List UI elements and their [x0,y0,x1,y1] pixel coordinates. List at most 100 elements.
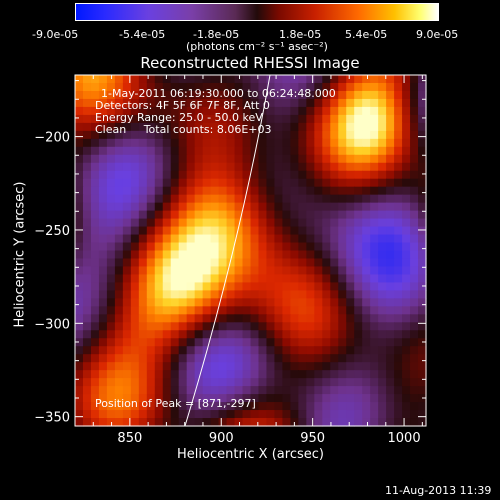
heatmap-cell [146,194,156,204]
heatmap-cell [386,242,395,252]
heatmap-cell [234,154,244,164]
heatmap-cell [298,154,307,164]
heatmap-cell [322,362,331,371]
heatmap-cell [138,194,148,204]
heatmap-cell [338,186,347,196]
heatmap-cell [306,346,315,355]
heatmap-cell [226,234,236,244]
heatmap-cell [394,258,403,268]
heatmap-cell [138,266,148,276]
heatmap-cell [290,114,299,124]
heatmap-cell [162,75,172,84]
heatmap-cell [386,298,395,307]
heatmap-cell [402,210,411,220]
heatmap-cell [266,90,276,100]
heatmap-cell [322,306,331,315]
heatmap-cell [274,170,284,180]
heatmap-cell [394,162,403,172]
heatmap-cell [394,82,403,92]
heatmap-cell [98,266,108,276]
heatmap-cell [194,98,204,108]
heatmap-cell [106,234,116,244]
heatmap-cell [418,282,427,291]
heatmap-cell [138,202,148,212]
heatmap-cell [170,386,180,395]
heatmap-cell [178,226,188,236]
heatmap-cell [106,202,116,212]
heatmap-cell [162,330,172,339]
heatmap-cell [338,354,347,363]
heatmap-cell [226,298,236,307]
heatmap-cell [306,418,315,427]
heatmap-cell [258,186,268,196]
heatmap-cell [98,282,108,291]
heatmap-cell [322,82,331,92]
heatmap-cell [290,186,299,196]
heatmap-cell [258,226,268,236]
heatmap-cell [410,226,419,236]
heatmap-cell [394,418,403,427]
heatmap-cell [298,122,307,132]
heatmap-cell [410,90,419,100]
heatmap-cell [170,75,180,84]
heatmap-cell [194,354,204,363]
heatmap-cell [362,210,371,220]
heatmap-cell [266,346,276,355]
heatmap-cell [274,114,284,124]
heatmap-cell [106,170,116,180]
heatmap-cell [122,202,132,212]
heatmap-cell [402,170,411,180]
heatmap-cell [146,418,156,427]
heatmap-cell [346,418,355,427]
heatmap-cell [242,75,252,84]
heatmap-cell [322,114,331,124]
heatmap-cell [98,250,108,260]
heatmap-cell [170,266,180,276]
heatmap-cell [210,378,220,387]
heatmap-cell [114,98,124,108]
heatmap-cell [386,322,395,331]
heatmap-cell [226,274,236,284]
heatmap-cell [130,106,140,116]
heatmap-cell [346,130,355,140]
heatmap-cell [218,346,228,355]
heatmap-cell [122,178,132,188]
heatmap-cell [370,138,379,148]
colorbar [75,3,439,21]
heatmap-cell [178,290,188,299]
heatmap-cell [210,146,220,156]
heatmap-cell [178,282,188,291]
heatmap-cell [130,298,140,307]
heatmap-cell [194,402,204,411]
heatmap-cell [162,402,172,411]
heatmap-cell [98,218,108,228]
heatmap-cell [210,122,220,132]
heatmap-cell [298,330,307,339]
heatmap-cell [346,306,355,315]
heatmap-cell [130,82,140,92]
heatmap-cell [402,202,411,212]
heatmap-cell [298,274,307,284]
heatmap-cell [402,418,411,427]
heatmap-cell [114,378,124,387]
heatmap-cell [114,138,124,148]
heatmap-cell [330,306,339,315]
heatmap-cell [234,130,244,140]
heatmap-cell [354,306,363,315]
heatmap-cell [394,218,403,228]
heatmap-cell [90,114,100,124]
heatmap-cell [210,306,220,315]
heatmap-cell [90,250,100,260]
heatmap-cell [258,146,268,156]
heatmap-cell [106,146,116,156]
heatmap-cell [322,138,331,148]
heatmap-cell [106,258,116,268]
heatmap-cell [250,314,260,323]
heatmap-cell [242,354,252,363]
heatmap-cell [338,306,347,315]
heatmap-cell [418,346,427,355]
heatmap-cell [410,274,419,284]
heatmap-cell [226,410,236,419]
heatmap-cell [338,282,347,291]
heatmap-cell [178,82,188,92]
